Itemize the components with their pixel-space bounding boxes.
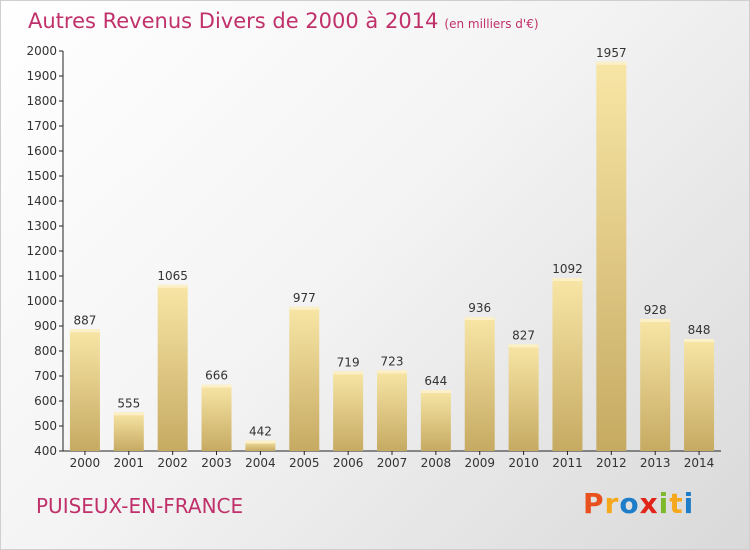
bar-2011[interactable] xyxy=(552,278,583,451)
y-tick-label: 1600 xyxy=(26,144,57,158)
bar-2004[interactable] xyxy=(245,440,276,452)
data-label-2001: 555 xyxy=(117,396,140,410)
bar-highlight-2007 xyxy=(377,370,407,374)
chart-title-text: Autres Revenus Divers de 2000 à 2014 xyxy=(28,9,439,33)
y-tick-label: 1700 xyxy=(26,119,57,133)
x-tick-label-2014: 2014 xyxy=(684,456,715,470)
data-label-2004: 442 xyxy=(249,425,272,439)
bar-highlight-2008 xyxy=(420,390,451,393)
bar-highlight-2010 xyxy=(508,344,539,348)
bar-2002[interactable] xyxy=(157,284,188,451)
chart-unit-text: (en milliers d'€) xyxy=(444,17,539,31)
bar-highlight-2011 xyxy=(552,278,583,281)
logo-letter: i xyxy=(658,487,670,520)
data-label-2003: 666 xyxy=(205,369,228,383)
bar-2014[interactable] xyxy=(684,339,715,451)
bar-highlight-2002 xyxy=(157,284,188,288)
y-tick-label: 1900 xyxy=(26,69,57,83)
y-tick-label: 1300 xyxy=(26,219,57,233)
x-tick-label-2007: 2007 xyxy=(377,456,408,470)
bar-2001[interactable] xyxy=(113,412,144,451)
chart-title: Autres Revenus Divers de 2000 à 2014 (en … xyxy=(28,9,539,33)
y-tick-label: 1000 xyxy=(26,294,57,308)
bar-highlight-2000 xyxy=(69,329,100,333)
data-label-2013: 928 xyxy=(644,303,667,317)
x-tick-label-2002: 2002 xyxy=(157,456,188,470)
y-tick-label: 500 xyxy=(34,419,57,433)
bar-highlight-2001 xyxy=(113,412,144,416)
data-label-2008: 644 xyxy=(424,374,447,388)
y-tick-label: 1200 xyxy=(26,244,57,258)
data-label-2009: 936 xyxy=(468,301,491,315)
x-tick-label-2012: 2012 xyxy=(596,456,627,470)
y-tick-label: 600 xyxy=(34,394,57,408)
city-name: PUISEUX-EN-FRANCE xyxy=(36,494,244,518)
data-label-2012: 1957 xyxy=(596,46,627,60)
bar-2008[interactable] xyxy=(420,390,451,451)
bar-highlight-2005 xyxy=(289,306,320,310)
bar-2013[interactable] xyxy=(640,319,671,451)
bar-2007[interactable] xyxy=(377,370,407,451)
x-tick-label-2004: 2004 xyxy=(245,456,276,470)
data-label-2011: 1092 xyxy=(552,262,583,276)
bar-2012[interactable] xyxy=(596,61,627,451)
logo-letter: P xyxy=(583,487,605,520)
bar-highlight-2014 xyxy=(684,339,715,342)
bar-highlight-2013 xyxy=(640,319,671,322)
y-tick-label: 2000 xyxy=(26,44,57,58)
bar-2000[interactable] xyxy=(69,329,100,451)
y-tick-label: 700 xyxy=(34,369,57,383)
y-tick-label: 1100 xyxy=(26,269,57,283)
data-label-2014: 848 xyxy=(688,323,711,337)
y-tick-label: 1400 xyxy=(26,194,57,208)
bar-2006[interactable] xyxy=(333,371,364,451)
data-label-2005: 977 xyxy=(293,291,316,305)
logo-letter: i xyxy=(683,487,695,520)
data-label-2007: 723 xyxy=(381,354,404,368)
bar-2003[interactable] xyxy=(201,384,232,452)
x-tick-label-2010: 2010 xyxy=(508,456,539,470)
bar-highlight-2009 xyxy=(464,317,495,320)
y-tick-label: 1500 xyxy=(26,169,57,183)
data-label-2002: 1065 xyxy=(157,269,188,283)
x-tick-label-2009: 2009 xyxy=(464,456,495,470)
x-tick-label-2001: 2001 xyxy=(114,456,145,470)
y-tick-label: 900 xyxy=(34,319,57,333)
y-tick-label: 1800 xyxy=(26,94,57,108)
data-label-2000: 887 xyxy=(73,313,96,327)
bar-2009[interactable] xyxy=(464,317,495,451)
x-tick-label-2006: 2006 xyxy=(333,456,364,470)
bar-2010[interactable] xyxy=(508,344,539,451)
bar-2005[interactable] xyxy=(289,306,320,451)
x-tick-label-2000: 2000 xyxy=(70,456,101,470)
x-tick-label-2005: 2005 xyxy=(289,456,320,470)
y-tick-label: 400 xyxy=(34,444,57,458)
bar-highlight-2004 xyxy=(245,440,276,444)
x-tick-label-2008: 2008 xyxy=(421,456,452,470)
x-tick-label-2003: 2003 xyxy=(201,456,232,470)
bar-highlight-2012 xyxy=(596,61,627,65)
logo-letter: o xyxy=(619,487,640,520)
x-tick-label-2013: 2013 xyxy=(640,456,671,470)
y-tick-label: 800 xyxy=(34,344,57,358)
bar-highlight-2003 xyxy=(201,384,232,388)
logo-letter: t xyxy=(669,487,684,520)
proxiti-logo[interactable]: Proxiti xyxy=(583,487,694,520)
logo-letter: x xyxy=(639,487,659,520)
bar-highlight-2006 xyxy=(333,371,364,375)
logo-letter: r xyxy=(604,487,620,520)
data-label-2010: 827 xyxy=(512,328,535,342)
x-tick-label-2011: 2011 xyxy=(552,456,583,470)
data-label-2006: 719 xyxy=(337,355,360,369)
